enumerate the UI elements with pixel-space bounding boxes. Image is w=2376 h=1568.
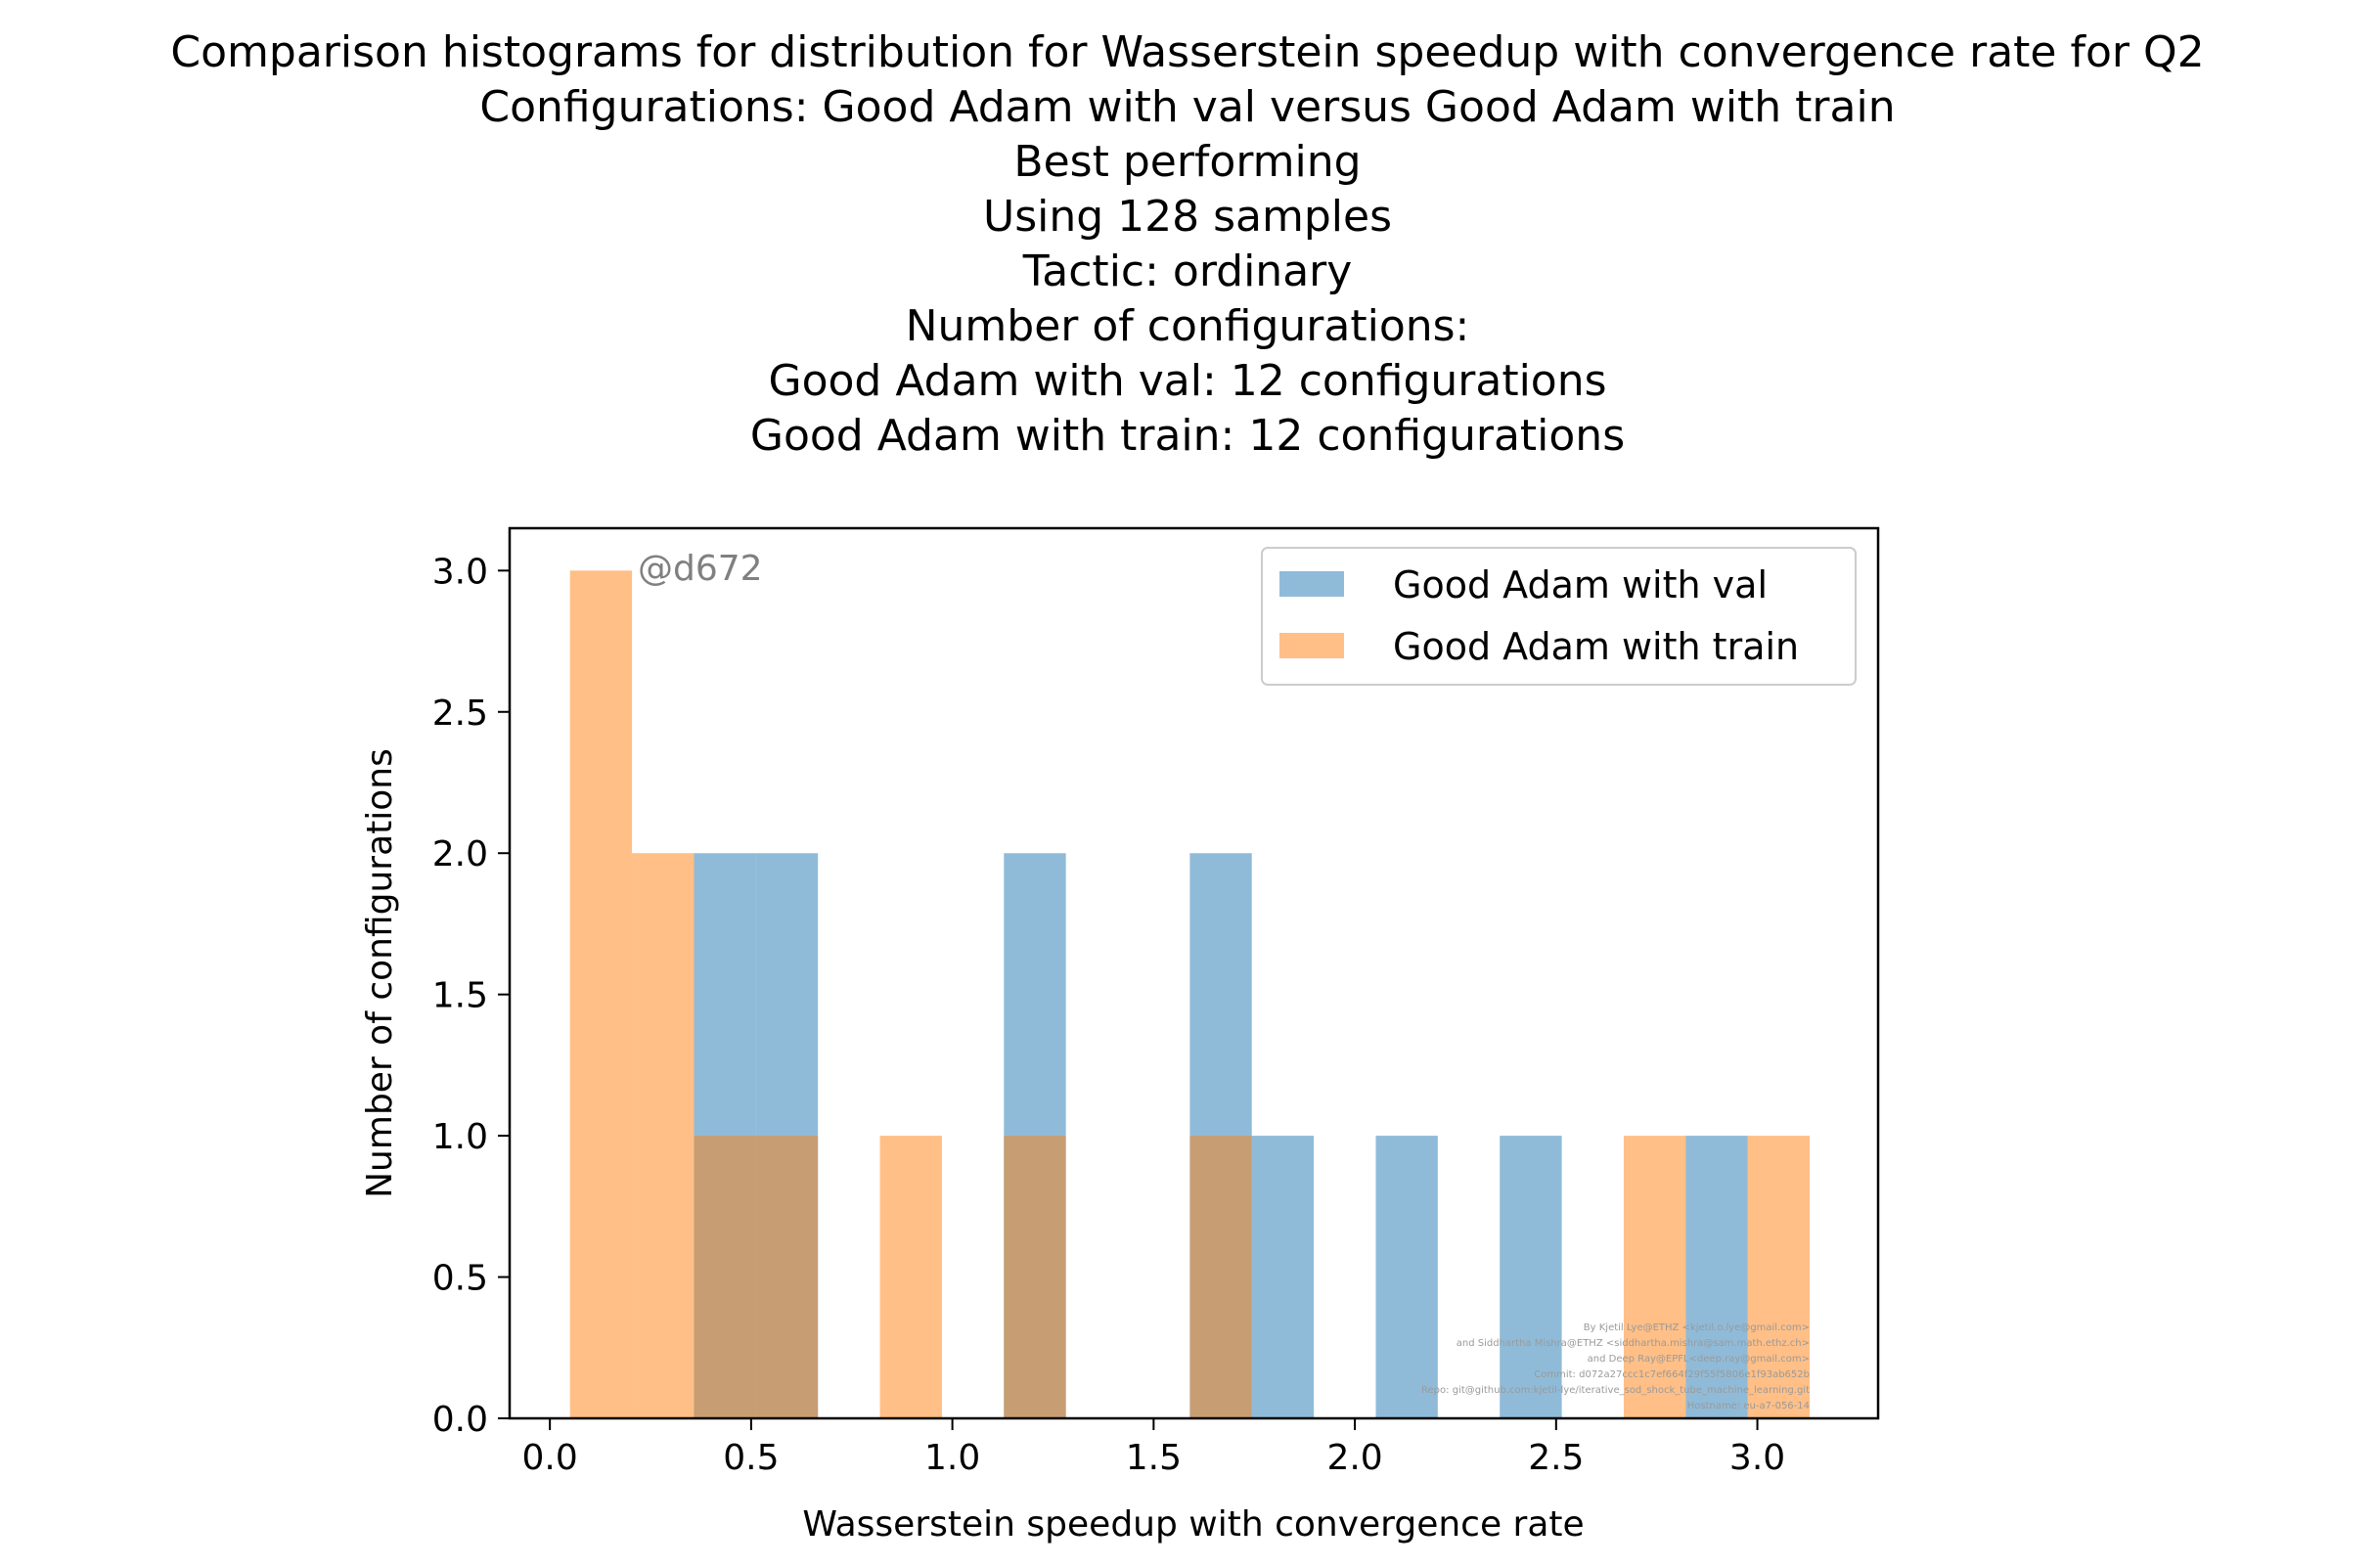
bar-val-15 — [1500, 1136, 1562, 1418]
commit-annotation: @d672 — [638, 549, 763, 589]
legend-swatch-train — [1279, 633, 1344, 658]
credit-line-2: and Siddhartha Mishra@ETHZ <siddhartha.m… — [1457, 1338, 1810, 1349]
x-tick-label: 0.0 — [522, 1438, 578, 1478]
title-line-4: Using 128 samples — [983, 192, 1392, 242]
title-line-5: Tactic: ordinary — [1022, 246, 1353, 296]
bar-train-3 — [755, 1136, 819, 1418]
title-line-8: Good Adam with train: 12 configurations — [750, 411, 1625, 461]
bar-train-10 — [1189, 1136, 1252, 1418]
title-line-7: Good Adam with val: 12 configurations — [768, 356, 1606, 406]
bar-val-11 — [1251, 1136, 1315, 1418]
x-tick-label: 2.0 — [1326, 1438, 1382, 1478]
y-axis-ticks: 0.0 0.5 1.0 1.5 2.0 2.5 3.0 — [432, 552, 510, 1440]
axes-frame — [508, 526, 1880, 1420]
y-tick-label: 1.0 — [432, 1117, 488, 1157]
y-tick-label: 0.0 — [432, 1400, 488, 1440]
legend: Good Adam with val Good Adam with train — [1261, 547, 1857, 686]
title-line-3: Best performing — [1013, 137, 1361, 187]
bar-train-2 — [694, 1136, 756, 1418]
credit-block: By Kjetil Lye@ETHZ <kjetil.o.lye@gmail.c… — [1421, 1322, 1810, 1411]
bar-train-19 — [1747, 1136, 1811, 1418]
x-axis-ticks: 0.0 0.5 1.0 1.5 2.0 2.5 3.0 — [522, 1418, 1785, 1478]
x-tick-label: 0.5 — [723, 1438, 779, 1478]
credit-line-5: Repo: git@github.com:kjetil-lye/iterativ… — [1421, 1385, 1810, 1396]
legend-label-train: Good Adam with train — [1393, 625, 1799, 668]
x-tick-label: 3.0 — [1729, 1438, 1785, 1478]
legend-label-val: Good Adam with val — [1393, 563, 1768, 606]
y-axis-label: Number of configurations — [360, 748, 400, 1198]
y-tick-label: 1.5 — [432, 976, 488, 1016]
bar-val-18 — [1685, 1136, 1748, 1418]
credit-line-6: Hostname: eu-a7-056-14 — [1687, 1401, 1810, 1411]
bar-train-17 — [1623, 1136, 1686, 1418]
chart-title: Comparison histograms for distribution f… — [170, 27, 2204, 461]
bars-layer — [569, 570, 1811, 1418]
y-tick-label: 0.5 — [432, 1259, 488, 1299]
credit-line-3: and Deep Ray@EPFL<deep.ray@gmail.com> — [1588, 1354, 1810, 1365]
bar-val-13 — [1375, 1136, 1438, 1418]
x-tick-label: 1.0 — [924, 1438, 980, 1478]
legend-box — [1261, 547, 1857, 686]
bar-train-7 — [1004, 1136, 1066, 1418]
credit-line-4: Commit: d072a27ccc1c7ef664f29f55f5806e1f… — [1534, 1369, 1810, 1380]
title-line-1: Comparison histograms for distribution f… — [170, 27, 2204, 77]
bar-train-1 — [632, 853, 695, 1418]
credit-line-1: By Kjetil Lye@ETHZ <kjetil.o.lye@gmail.c… — [1584, 1322, 1810, 1333]
legend-swatch-val — [1279, 571, 1344, 597]
x-tick-label: 1.5 — [1126, 1438, 1182, 1478]
y-tick-label: 3.0 — [432, 552, 488, 592]
title-line-2: Configurations: Good Adam with val versu… — [479, 82, 1895, 132]
x-axis-label: Wasserstein speedup with convergence rat… — [802, 1504, 1584, 1545]
bar-train-0 — [569, 570, 633, 1418]
x-tick-label: 2.5 — [1528, 1438, 1584, 1478]
bar-train-5 — [879, 1136, 942, 1418]
title-line-6: Number of configurations: — [906, 301, 1470, 351]
y-tick-label: 2.5 — [432, 694, 488, 734]
y-tick-label: 2.0 — [432, 834, 488, 874]
